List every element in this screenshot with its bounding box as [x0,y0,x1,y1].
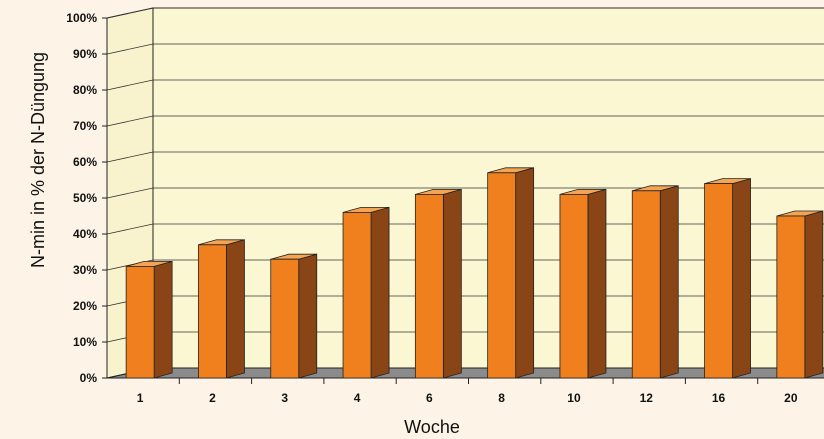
bar-side-face [804,210,824,379]
bar-front-face [125,265,155,379]
x-tick-label: 16 [712,391,726,405]
x-tick-label: 4 [354,391,361,405]
bar [342,206,390,379]
bar-side-face [515,167,535,379]
bar-side-face [587,188,607,379]
bar-side-face [732,178,751,379]
bar-side-face [370,206,390,379]
bar-side-face [153,260,173,379]
gridline-side [106,187,154,199]
bar [125,260,173,379]
x-tick-label: 12 [640,391,654,405]
y-tick-label: 80% [73,83,97,97]
y-tick-label: 100% [66,11,97,25]
bar [487,167,535,379]
bar-side-face [442,188,462,379]
y-tick-label: 90% [73,47,97,61]
bar [559,188,607,379]
bar-front-face [776,215,806,379]
gridline-side [106,115,154,127]
y-tick-label: 0% [80,371,98,385]
bar-front-face [559,193,589,379]
bar-front-face [704,183,733,379]
y-tick-label: 60% [73,155,97,169]
bar-front-face [342,211,372,379]
x-tick-label: 1 [137,391,144,405]
bar-front-face [198,244,227,379]
gridline-side [106,43,154,55]
y-tick-label: 10% [73,335,97,349]
gridline-side [106,151,154,163]
y-tick-label: 70% [73,119,97,133]
bar-side-face [226,239,245,379]
gridline-side [106,79,154,91]
gridline-side [106,7,154,19]
bar [414,188,462,379]
bar-side-face [659,185,679,379]
x-tick-label: 10 [567,391,581,405]
bar-side-face [298,253,318,379]
x-tick-label: 20 [784,391,798,405]
bar-front-face [270,258,300,379]
y-tick-label: 30% [73,263,97,277]
bar [704,178,751,379]
bars [125,167,824,379]
bar [631,185,679,379]
y-tick-labels: 0% 10% 20% 30% 40% 50% 60% 70% 80% 90% 100% [66,11,97,385]
bar [270,253,318,379]
x-axis-title: Woche [404,417,460,437]
x-tick-label: 6 [426,391,433,405]
bar-front-face [487,172,517,379]
y-tick-label: 50% [73,191,97,205]
bar-front-face [631,190,661,379]
bar-front-face [414,193,444,379]
x-tick-label: 3 [281,391,288,405]
bar [198,239,245,379]
x-tick-label: 2 [209,391,216,405]
bar [776,210,824,379]
y-tick-label: 40% [73,227,97,241]
y-axis-title: N-min in % der N-Düngung [28,52,48,268]
y-tick-label: 20% [73,299,97,313]
x-tick-label: 8 [498,391,505,405]
x-tick-labels: 1 2 3 4 6 8 10 12 16 20 [137,391,798,405]
gridline-side [106,223,154,235]
